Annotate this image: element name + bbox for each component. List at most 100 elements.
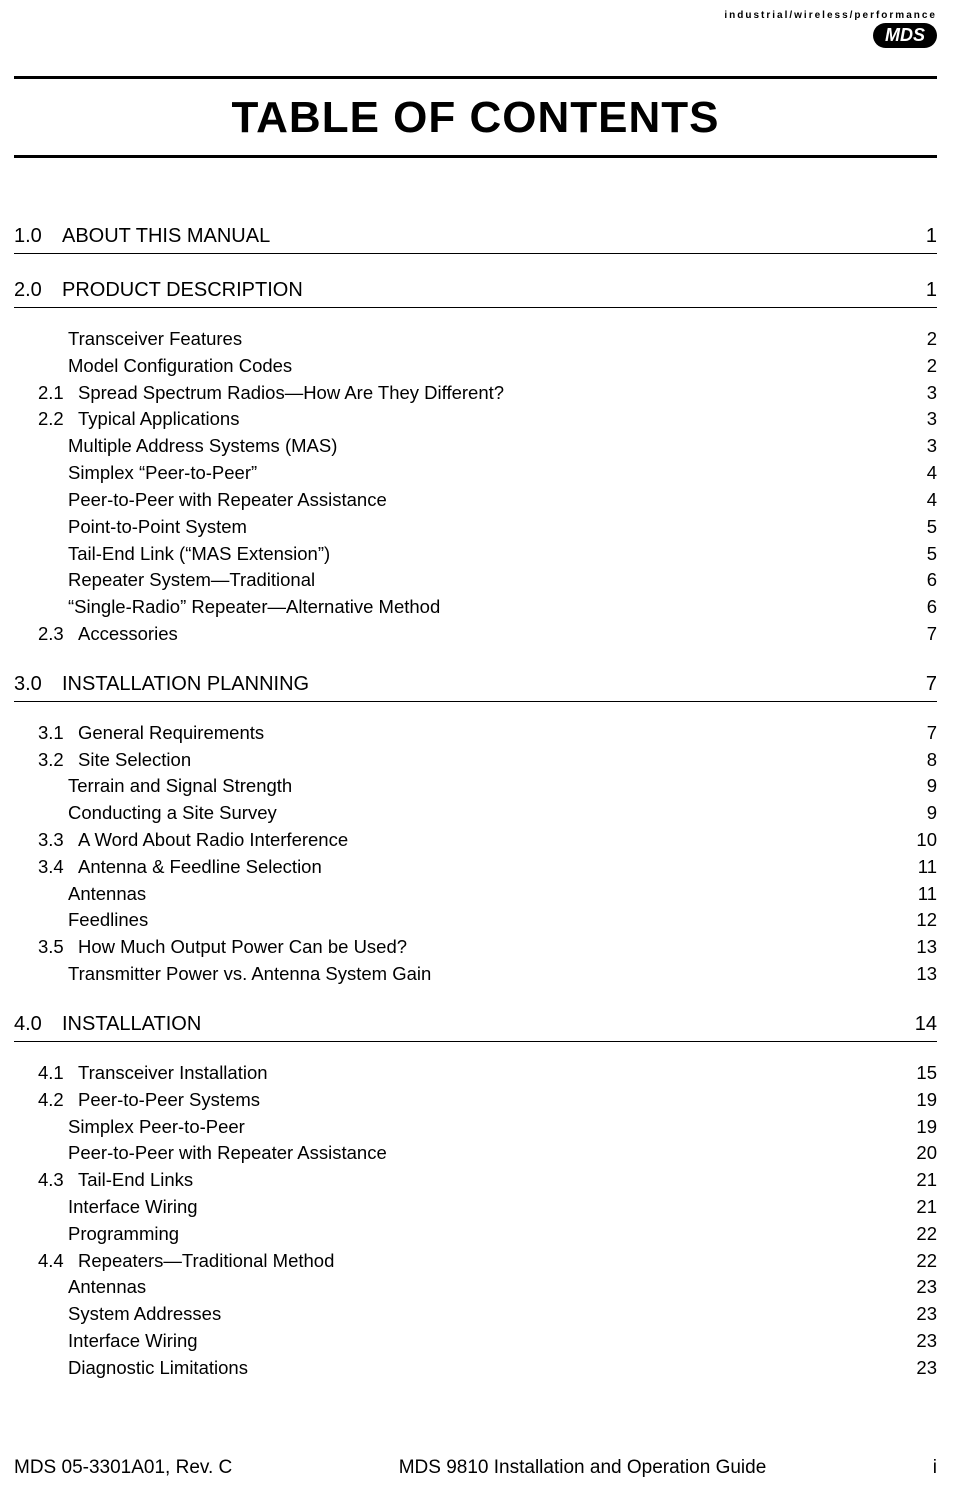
brand-logo-area: industrial/wireless/performance MDS [724, 10, 937, 48]
toc-entry-label: A Word About Radio Interference [78, 827, 348, 854]
toc-subsection-group: 4.1Transceiver Installation 154.2Peer-to… [14, 1060, 937, 1382]
toc-entry: Antennas23 [14, 1274, 937, 1301]
toc-entry-label: Repeater System—Traditional [68, 567, 315, 594]
toc-section: 4.0INSTALLATION 14 4.1Transceiver Install… [14, 1010, 937, 1382]
toc-major-entry: 3.0INSTALLATION PLANNING 7 [14, 670, 937, 699]
toc-entry-page: 20 [913, 1140, 937, 1167]
toc-entry-number: 4.3 [38, 1167, 78, 1194]
toc-entry: 3.4Antenna & Feedline Selection 11 [14, 854, 937, 881]
toc-entry-page: 13 [913, 961, 937, 988]
toc-entry-label: Transceiver Installation [78, 1060, 268, 1087]
toc-entry-number: 3.4 [38, 854, 78, 881]
toc-entry: 4.4Repeaters—Traditional Method 22 [14, 1248, 937, 1275]
toc-entry-label: System Addresses [68, 1301, 221, 1328]
toc-content: 1.0ABOUT THIS MANUAL 1 2.0PRODUCT DESCRIP… [14, 200, 937, 1382]
toc-subsection-group: Transceiver Features 2 Model Configuration… [14, 326, 937, 648]
toc-entry: 3.5How Much Output Power Can be Used? 13 [14, 934, 937, 961]
toc-entry-page: 4 [913, 487, 937, 514]
toc-entry: 3.1General Requirements 7 [14, 720, 937, 747]
toc-entry: Interface Wiring23 [14, 1328, 937, 1355]
toc-entry-number: 3.1 [38, 720, 78, 747]
toc-entry-page: 3 [913, 406, 937, 433]
toc-section-number: 4.0 [14, 1010, 62, 1039]
brand-tagline: industrial/wireless/performance [724, 10, 937, 21]
toc-entry-label: Conducting a Site Survey [68, 800, 277, 827]
toc-section: 2.0PRODUCT DESCRIPTION 1 Transceiver Feat… [14, 276, 937, 648]
toc-entry-label: “Single-Radio” Repeater—Alternative Meth… [68, 594, 440, 621]
toc-section: 3.0INSTALLATION PLANNING 7 3.1General Req… [14, 670, 937, 988]
toc-section-label: PRODUCT DESCRIPTION [62, 276, 303, 305]
document-page: industrial/wireless/performance MDS TABL… [0, 0, 979, 1505]
toc-entry-number: 4.2 [38, 1087, 78, 1114]
toc-entry-number: 4.1 [38, 1060, 78, 1087]
toc-entry-label: Feedlines [68, 907, 148, 934]
toc-entry-page: 11 [913, 854, 937, 881]
toc-entry: Point-to-Point System5 [14, 514, 937, 541]
toc-subsection-group: 3.1General Requirements 73.2Site Selecti… [14, 720, 937, 988]
toc-entry: Simplex Peer-to-Peer19 [14, 1114, 937, 1141]
toc-entry-page: 7 [913, 621, 937, 648]
toc-entry: System Addresses 23 [14, 1301, 937, 1328]
toc-entry-page: 2 [913, 326, 937, 353]
toc-entry-label: Peer-to-Peer with Repeater Assistance [68, 1140, 387, 1167]
page-title: TABLE OF CONTENTS [14, 79, 937, 155]
toc-entry: Interface Wiring21 [14, 1194, 937, 1221]
toc-entry-page: 13 [913, 934, 937, 961]
toc-section-heading: 2.0PRODUCT DESCRIPTION 1 [14, 276, 937, 308]
toc-entry: 2.2Typical Applications 3 [14, 406, 937, 433]
bottom-rule-thick [14, 155, 937, 158]
toc-entry: 2.1Spread Spectrum Radios—How Are They D… [14, 380, 937, 407]
toc-entry-page: 21 [913, 1194, 937, 1221]
toc-entry: Tail-End Link (“MAS Extension”) 5 [14, 541, 937, 568]
toc-entry-page: 9 [913, 773, 937, 800]
page-footer: MDS 05-3301A01, Rev. C MDS 9810 Installa… [14, 1457, 937, 1479]
toc-entry-page: 11 [913, 881, 937, 908]
toc-entry-label: Transmitter Power vs. Antenna System Gai… [68, 961, 431, 988]
toc-entry: Antennas11 [14, 881, 937, 908]
toc-entry: Peer-to-Peer with Repeater Assistance 20 [14, 1140, 937, 1167]
toc-entry: “Single-Radio” Repeater—Alternative Meth… [14, 594, 937, 621]
toc-entry: Programming 22 [14, 1221, 937, 1248]
toc-entry-number: 2.3 [38, 621, 78, 648]
toc-entry-label: General Requirements [78, 720, 264, 747]
toc-entry-page: 22 [913, 1221, 937, 1248]
toc-entry-number: 2.1 [38, 380, 78, 407]
toc-entry-label: Transceiver Features [68, 326, 242, 353]
toc-major-entry: 2.0PRODUCT DESCRIPTION 1 [14, 276, 937, 305]
toc-entry-page: 15 [913, 1060, 937, 1087]
toc-section-heading: 3.0INSTALLATION PLANNING 7 [14, 670, 937, 702]
toc-section-page: 14 [913, 1010, 937, 1039]
toc-major-entry: 1.0ABOUT THIS MANUAL 1 [14, 222, 937, 251]
toc-entry-label: Spread Spectrum Radios—How Are They Diff… [78, 380, 504, 407]
toc-entry-page: 7 [913, 720, 937, 747]
toc-section-heading: 4.0INSTALLATION 14 [14, 1010, 937, 1042]
toc-entry-label: Model Configuration Codes [68, 353, 292, 380]
toc-entry-page: 19 [913, 1087, 937, 1114]
toc-entry-label: Peer-to-Peer Systems [78, 1087, 260, 1114]
toc-entry-label: Peer-to-Peer with Repeater Assistance [68, 487, 387, 514]
toc-entry-label: Repeaters—Traditional Method [78, 1248, 334, 1275]
toc-entry-page: 19 [913, 1114, 937, 1141]
toc-entry-page: 4 [913, 460, 937, 487]
toc-entry-page: 23 [913, 1355, 937, 1382]
toc-entry-label: Tail-End Links [78, 1167, 193, 1194]
toc-entry: 3.2Site Selection 8 [14, 747, 937, 774]
toc-entry-page: 6 [913, 567, 937, 594]
toc-entry: 4.3Tail-End Links 21 [14, 1167, 937, 1194]
toc-entry-page: 12 [913, 907, 937, 934]
toc-entry-page: 23 [913, 1328, 937, 1355]
toc-entry-page: 22 [913, 1248, 937, 1275]
toc-entry-page: 10 [913, 827, 937, 854]
toc-entry: 3.3A Word About Radio Interference 10 [14, 827, 937, 854]
toc-entry-page: 21 [913, 1167, 937, 1194]
toc-entry-label: Point-to-Point System [68, 514, 247, 541]
toc-entry-label: Diagnostic Limitations [68, 1355, 248, 1382]
toc-section-number: 2.0 [14, 276, 62, 305]
toc-entry: Transceiver Features 2 [14, 326, 937, 353]
toc-major-entry: 4.0INSTALLATION 14 [14, 1010, 937, 1039]
toc-entry: Simplex “Peer-to-Peer”4 [14, 460, 937, 487]
toc-entry-label: Antenna & Feedline Selection [78, 854, 322, 881]
toc-section-heading: 1.0ABOUT THIS MANUAL 1 [14, 222, 937, 254]
footer-doc-title: MDS 9810 Installation and Operation Guid… [399, 1457, 767, 1479]
toc-entry-page: 8 [913, 747, 937, 774]
